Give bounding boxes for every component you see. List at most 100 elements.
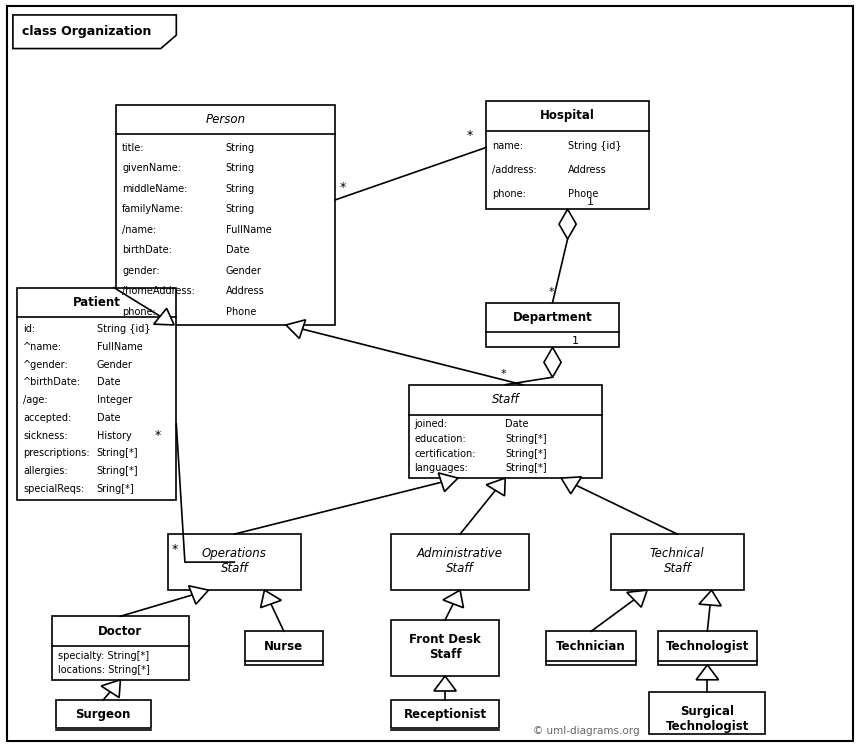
Polygon shape bbox=[188, 586, 209, 604]
Text: Gender: Gender bbox=[225, 266, 261, 276]
Text: String {id}: String {id} bbox=[96, 324, 150, 334]
Text: *: * bbox=[155, 429, 161, 442]
Text: Date: Date bbox=[96, 413, 120, 423]
Text: accepted:: accepted: bbox=[23, 413, 71, 423]
Polygon shape bbox=[544, 347, 561, 377]
Text: certification:: certification: bbox=[415, 449, 476, 459]
Text: Phone: Phone bbox=[568, 189, 598, 199]
Text: education:: education: bbox=[415, 434, 466, 444]
Polygon shape bbox=[261, 590, 281, 607]
Text: /name:: /name: bbox=[122, 225, 157, 235]
Text: Surgical
Technologist: Surgical Technologist bbox=[666, 705, 749, 734]
Text: Date: Date bbox=[96, 377, 120, 388]
Text: specialty: String[*]: specialty: String[*] bbox=[58, 651, 149, 660]
Polygon shape bbox=[699, 590, 722, 606]
Bar bbox=[116, 105, 335, 325]
Text: Staff: Staff bbox=[491, 393, 519, 406]
Text: Administrative
Staff: Administrative Staff bbox=[417, 547, 503, 575]
Bar bbox=[56, 700, 150, 728]
Text: sickness:: sickness: bbox=[23, 430, 68, 441]
Text: Date: Date bbox=[506, 419, 529, 430]
Bar bbox=[546, 631, 636, 665]
Text: String[*]: String[*] bbox=[96, 466, 138, 476]
Bar bbox=[408, 385, 602, 478]
Text: History: History bbox=[96, 430, 132, 441]
Text: *: * bbox=[172, 543, 178, 557]
Text: 1: 1 bbox=[571, 335, 579, 346]
Text: Technologist: Technologist bbox=[666, 639, 749, 653]
Text: String: String bbox=[225, 184, 255, 193]
Text: ^name:: ^name: bbox=[23, 342, 62, 352]
Text: /age:: /age: bbox=[23, 395, 48, 405]
Text: Front Desk
Staff: Front Desk Staff bbox=[409, 633, 481, 661]
Text: FullName: FullName bbox=[225, 225, 272, 235]
Text: Sring[*]: Sring[*] bbox=[96, 484, 134, 494]
Text: allergies:: allergies: bbox=[23, 466, 68, 476]
Text: /address:: /address: bbox=[492, 165, 537, 175]
Text: FullName: FullName bbox=[96, 342, 143, 352]
Polygon shape bbox=[559, 209, 576, 239]
Bar bbox=[658, 631, 757, 665]
Text: id:: id: bbox=[23, 324, 35, 334]
Text: middleName:: middleName: bbox=[122, 184, 187, 193]
Text: prescriptions:: prescriptions: bbox=[23, 448, 89, 459]
Bar bbox=[168, 534, 301, 590]
Text: Address: Address bbox=[568, 165, 606, 175]
Text: Hospital: Hospital bbox=[540, 109, 595, 123]
Text: class Organization: class Organization bbox=[22, 25, 150, 38]
Text: birthDate:: birthDate: bbox=[122, 245, 172, 255]
Bar bbox=[17, 288, 176, 500]
Polygon shape bbox=[443, 590, 464, 608]
Text: Department: Department bbox=[513, 311, 593, 324]
Text: *: * bbox=[340, 181, 346, 194]
Text: 1: 1 bbox=[587, 197, 593, 208]
Text: *: * bbox=[501, 369, 507, 379]
Polygon shape bbox=[562, 477, 581, 494]
Text: familyName:: familyName: bbox=[122, 204, 184, 214]
Text: © uml-diagrams.org: © uml-diagrams.org bbox=[533, 726, 640, 736]
Text: phone:: phone: bbox=[492, 189, 525, 199]
Text: String: String bbox=[225, 204, 255, 214]
Text: Nurse: Nurse bbox=[264, 639, 304, 653]
Polygon shape bbox=[486, 478, 506, 496]
Text: Doctor: Doctor bbox=[98, 624, 143, 638]
Text: ^gender:: ^gender: bbox=[23, 359, 69, 370]
Text: Patient: Patient bbox=[73, 296, 120, 309]
Text: *: * bbox=[549, 287, 554, 297]
Bar bbox=[486, 101, 649, 209]
Text: Phone: Phone bbox=[225, 306, 256, 317]
Bar bbox=[611, 534, 744, 590]
Bar bbox=[649, 692, 765, 734]
Bar bbox=[391, 620, 499, 676]
Text: locations: String[*]: locations: String[*] bbox=[58, 666, 150, 675]
Text: /homeAddress:: /homeAddress: bbox=[122, 286, 195, 296]
Text: Technician: Technician bbox=[556, 639, 626, 653]
Text: givenName:: givenName: bbox=[122, 164, 181, 173]
Polygon shape bbox=[627, 590, 647, 607]
Bar bbox=[391, 534, 529, 590]
Text: String[*]: String[*] bbox=[96, 448, 138, 459]
Text: String: String bbox=[225, 164, 255, 173]
Bar bbox=[391, 700, 499, 728]
Polygon shape bbox=[154, 309, 174, 325]
Polygon shape bbox=[439, 473, 458, 492]
Polygon shape bbox=[101, 680, 120, 698]
Polygon shape bbox=[13, 15, 176, 49]
Text: Receptionist: Receptionist bbox=[403, 708, 487, 722]
Text: *: * bbox=[467, 128, 473, 142]
Polygon shape bbox=[696, 665, 718, 680]
Text: String {id}: String {id} bbox=[568, 141, 621, 151]
Text: phone:: phone: bbox=[122, 306, 156, 317]
Text: String: String bbox=[225, 143, 255, 153]
Text: String[*]: String[*] bbox=[506, 434, 547, 444]
Polygon shape bbox=[434, 676, 457, 691]
Text: joined:: joined: bbox=[415, 419, 447, 430]
Bar bbox=[486, 303, 619, 347]
Text: Person: Person bbox=[206, 113, 246, 126]
Text: specialReqs:: specialReqs: bbox=[23, 484, 84, 494]
Text: name:: name: bbox=[492, 141, 523, 151]
Text: Gender: Gender bbox=[96, 359, 132, 370]
Text: Integer: Integer bbox=[96, 395, 132, 405]
Text: String[*]: String[*] bbox=[506, 463, 547, 474]
Text: String[*]: String[*] bbox=[506, 449, 547, 459]
